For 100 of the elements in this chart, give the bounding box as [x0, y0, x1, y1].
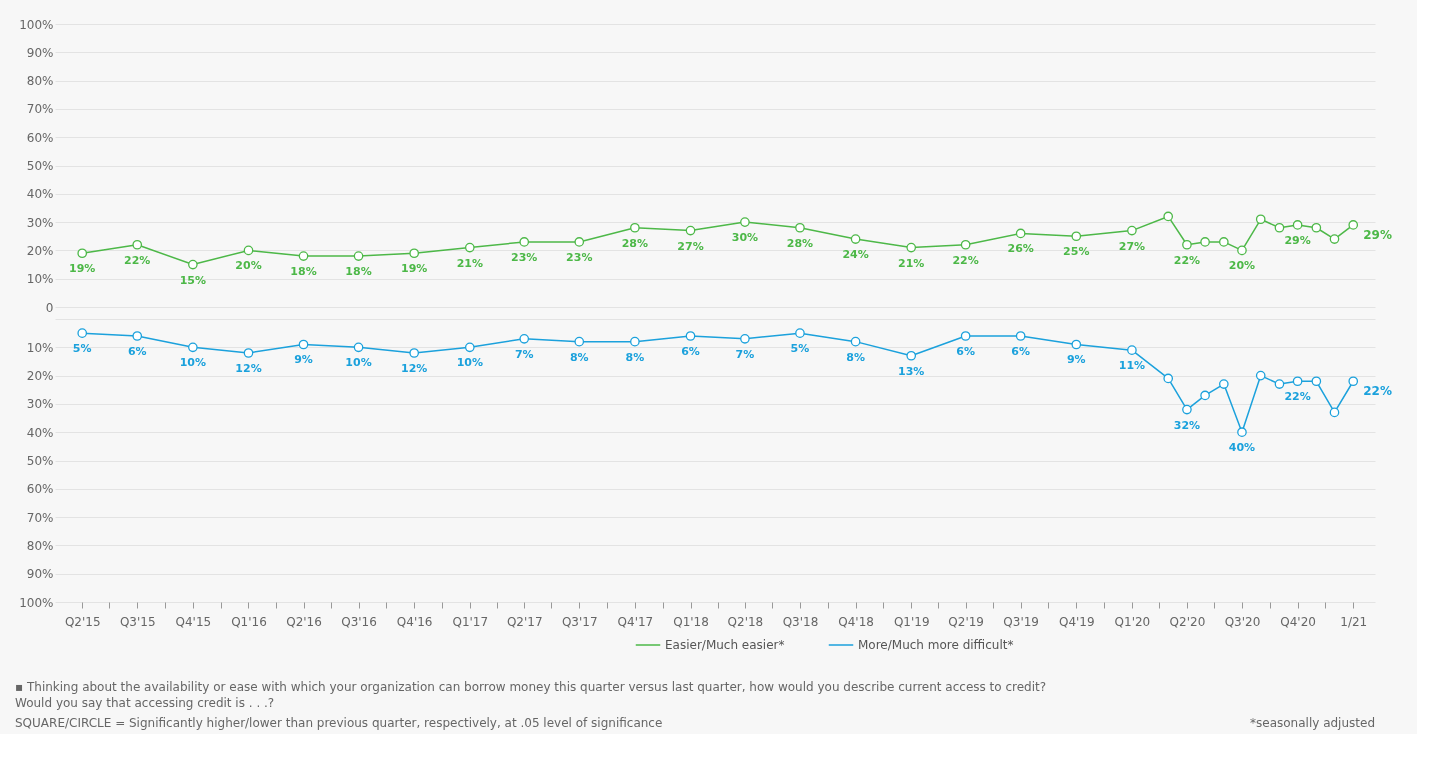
y-tick-label: 40%	[26, 187, 54, 202]
y-tick-label: 30%	[26, 397, 54, 412]
data-label: 29%	[1284, 233, 1311, 247]
data-label: 7%	[735, 347, 755, 361]
y-tick-label: 0	[45, 300, 54, 315]
x-tick-label: 1/21	[1340, 614, 1368, 629]
legend-label: Easier/Much easier*	[665, 638, 785, 652]
data-label: 24%	[842, 248, 869, 262]
point	[1274, 222, 1285, 233]
y-tick-label: 80%	[26, 74, 54, 89]
point	[519, 333, 530, 344]
data-label: 7%	[514, 347, 534, 361]
point	[906, 350, 917, 361]
data-label: 20%	[1228, 259, 1256, 273]
point	[1182, 239, 1192, 250]
point	[795, 328, 805, 338]
data-label: 27%	[677, 239, 704, 253]
y-tick-label: 70%	[26, 510, 54, 525]
point	[298, 251, 309, 261]
point	[1292, 376, 1303, 387]
point	[1311, 376, 1322, 387]
y-tick-label: 10%	[26, 272, 54, 287]
x-tick-label: Q3'17	[561, 614, 598, 629]
point	[409, 248, 420, 259]
data-label: 32%	[1173, 418, 1201, 432]
data-label: 6%	[127, 344, 147, 358]
x-tick-label: Q4'17	[617, 614, 654, 629]
y-tick-label: 90%	[26, 45, 54, 60]
point	[77, 328, 88, 338]
point	[1348, 376, 1359, 387]
x-tick-label: Q3'18	[782, 614, 819, 629]
y-tick-label: 10%	[26, 340, 54, 355]
x-tick-label: Q4'19	[1058, 614, 1095, 629]
y-tick-label: 80%	[26, 538, 54, 553]
point	[685, 331, 696, 341]
data-label: 28%	[621, 236, 649, 250]
data-label: 30%	[731, 231, 759, 245]
point	[243, 348, 254, 358]
data-label: 9%	[1066, 353, 1086, 367]
point	[1329, 234, 1340, 244]
y-tick-label: 100%	[19, 17, 54, 32]
point	[1237, 245, 1247, 256]
y-tick-label: 20%	[26, 243, 54, 258]
data-label: 15%	[179, 273, 207, 287]
point	[1015, 228, 1026, 239]
x-tick-label: Q1'16	[231, 614, 267, 629]
point	[1311, 222, 1322, 233]
data-label: 22%	[1173, 253, 1201, 267]
point	[1127, 345, 1137, 355]
point	[1163, 373, 1174, 384]
x-tick-label: Q1'17	[452, 614, 489, 629]
point	[188, 259, 198, 270]
y-tick-label: 90%	[26, 567, 54, 582]
point	[353, 342, 364, 353]
x-tick-label: Q4'15	[175, 614, 212, 629]
point	[1348, 220, 1359, 230]
data-label: 22%	[952, 253, 979, 267]
point	[132, 331, 143, 341]
point	[1274, 379, 1285, 389]
point	[1255, 214, 1266, 225]
point	[1200, 237, 1210, 247]
data-label: 12%	[401, 361, 428, 375]
point	[1219, 379, 1229, 389]
point	[960, 239, 971, 250]
point	[685, 225, 696, 236]
data-label: 5%	[790, 342, 810, 356]
point	[298, 339, 309, 350]
point	[464, 342, 475, 353]
point	[1200, 390, 1210, 401]
point	[1292, 220, 1303, 230]
data-label: 8%	[569, 350, 589, 364]
point	[1329, 407, 1340, 418]
point	[795, 222, 805, 233]
data-label: 12%	[235, 361, 262, 375]
x-tick-label: Q1'20	[1114, 614, 1151, 629]
data-label: 23%	[566, 250, 593, 264]
point	[850, 234, 861, 244]
point	[132, 239, 143, 250]
point	[188, 342, 198, 353]
point	[1071, 231, 1082, 242]
data-label: 6%	[681, 344, 700, 358]
point	[630, 336, 640, 347]
data-label: 40%	[1228, 441, 1256, 455]
x-tick-label: Q2'18	[727, 614, 764, 629]
data-label: 19%	[401, 262, 428, 276]
x-tick-label: Q1'19	[893, 614, 930, 629]
data-label: 10%	[345, 356, 372, 370]
point	[740, 333, 750, 344]
point	[1015, 331, 1026, 341]
data-label: 25%	[1063, 245, 1090, 259]
data-label: 19%	[69, 262, 96, 276]
y-tick-label: 60%	[26, 482, 54, 497]
y-tick-label: 20%	[26, 369, 54, 384]
text: SQUARE/CIRCLE = Significantly higher/lower than previous quarter, respectively, at .05 level of significance	[15, 716, 663, 730]
data-label: 27%	[1118, 239, 1146, 253]
data-label: 22%	[1363, 384, 1392, 399]
data-label: 18%	[345, 265, 372, 279]
data-label: 6%	[956, 344, 975, 358]
data-label: 9%	[294, 353, 313, 367]
data-label: 8%	[625, 350, 645, 364]
